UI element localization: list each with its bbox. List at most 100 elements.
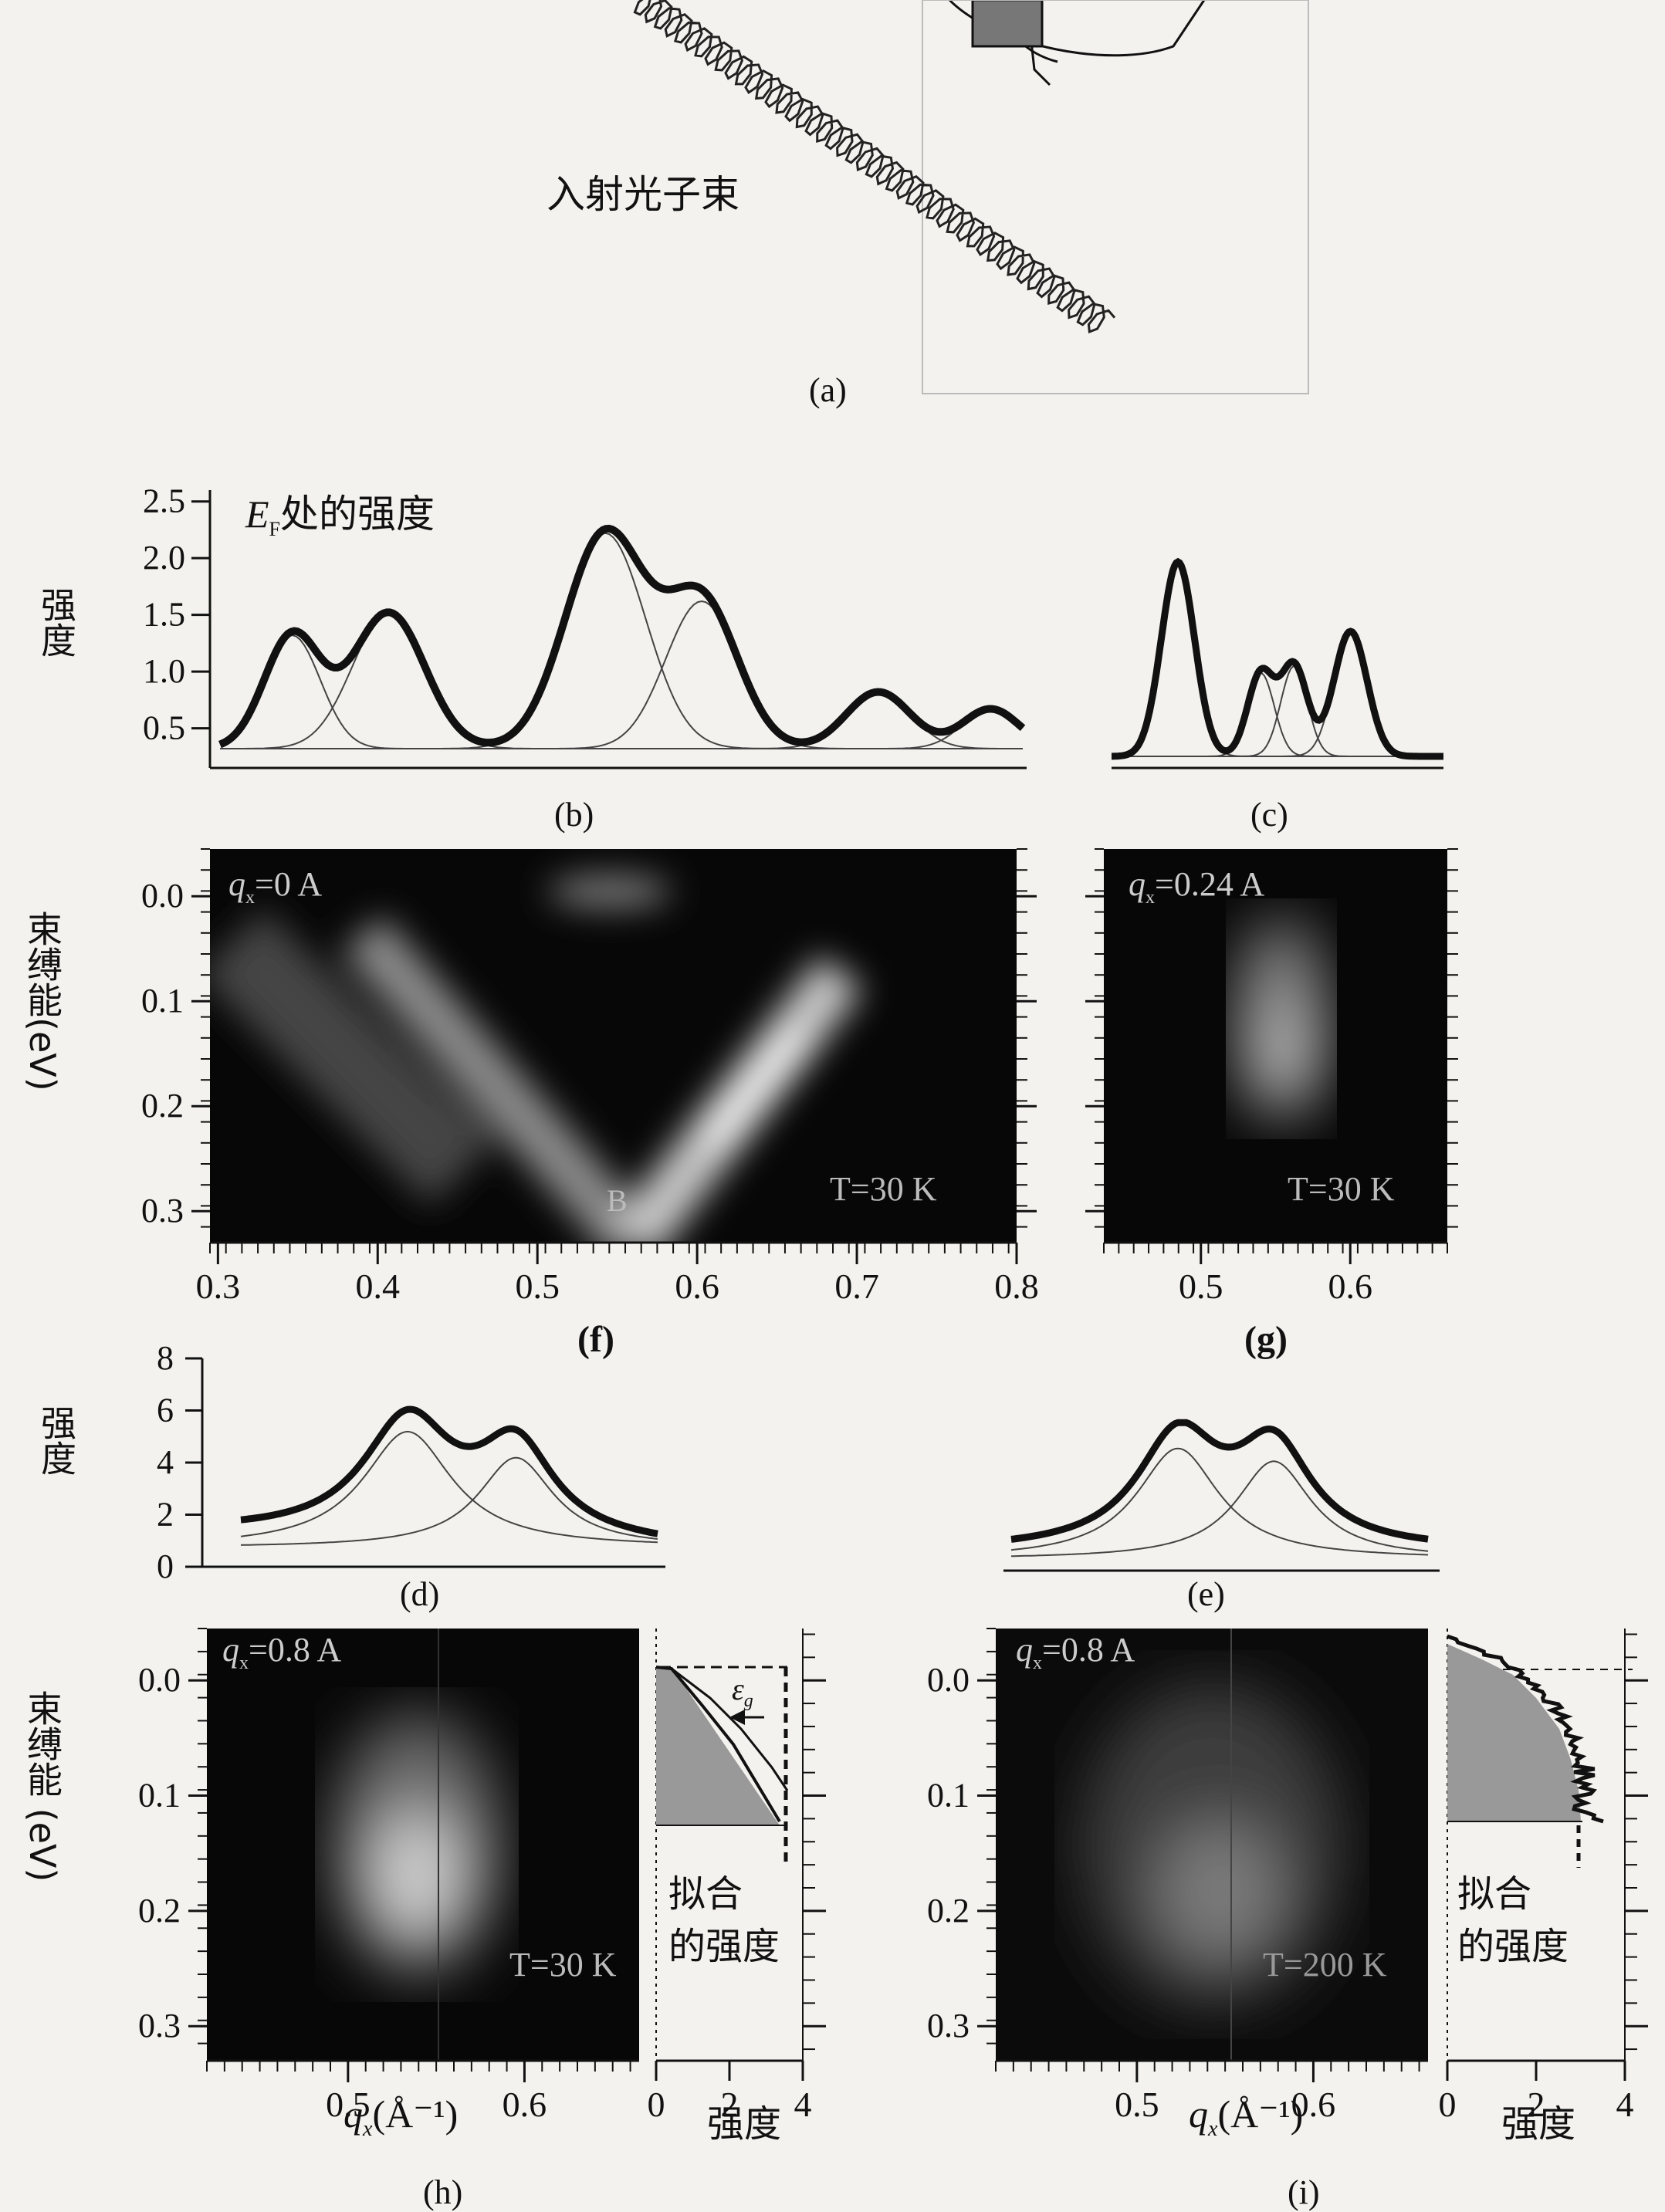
title-sub: F	[269, 518, 281, 540]
xlabel-sub: x	[363, 2117, 373, 2141]
panel-h-fit-label: 拟合 的强度	[668, 1868, 780, 1973]
caption-d: (d)	[400, 1575, 440, 1613]
fit-component	[1010, 1460, 1429, 1558]
ytick-label: 0	[157, 1547, 174, 1585]
panel-i-temperature: T=200 K	[1263, 1946, 1387, 1984]
panel-a-sketch	[633, 0, 1309, 394]
q-symbol: q	[1129, 865, 1146, 903]
xtick-label: 0.8	[994, 1267, 1039, 1306]
panel-d-ylabel: 强度	[36, 1405, 77, 1476]
ytick-label: 0.0	[138, 1661, 181, 1699]
fit-component	[240, 1430, 658, 1544]
photon-beam	[633, 0, 1116, 334]
ytick-label: 0.2	[138, 1892, 181, 1930]
panel-e-plot	[1003, 1419, 1440, 1572]
panel-h-plot: 0.0 0.1 0.2 0.3 0.5 0.6 0 2 4	[138, 1628, 826, 2124]
panel-i-q: qx=0.8 A	[1016, 1630, 1135, 1674]
fit-component	[1010, 1447, 1429, 1556]
panel-b-ylabel: 强度	[36, 587, 77, 658]
panel-f-marker: B	[607, 1183, 628, 1218]
caption-e: (e)	[1187, 1575, 1225, 1613]
intensity-data	[1112, 557, 1443, 760]
title-rest: 处的强度	[280, 492, 435, 536]
fit-component	[220, 708, 1024, 749]
panel-h-xlabel: qx(Å⁻¹)	[343, 2092, 458, 2142]
ytick-label: 0.0	[927, 1661, 970, 1699]
ytick-label: 2.5	[143, 482, 185, 520]
xtick-label: 0.7	[834, 1267, 879, 1306]
xtick-label: 0.6	[675, 1267, 719, 1306]
panel-f-q: qx=0 A	[228, 864, 322, 908]
ytick-label: 0.1	[927, 1777, 970, 1815]
caption-b: (b)	[554, 796, 594, 834]
ytick-label: 6	[157, 1392, 174, 1429]
q-sub: x	[245, 887, 255, 908]
xtick-label: 0.4	[356, 1267, 401, 1306]
caption-h: (h)	[423, 2173, 463, 2211]
q-value: =0.8 A	[1042, 1631, 1135, 1669]
inset-xtick-label: 4	[1616, 2085, 1634, 2124]
inset-xtick-label: 0	[1439, 2085, 1457, 2124]
panel-c-plot	[1112, 557, 1443, 769]
arpes-spot-g	[1235, 918, 1328, 1119]
panel-f-temperature: T=30 K	[830, 1170, 937, 1208]
arpes-spot-h	[332, 1713, 502, 1976]
ytick-label: 0.3	[138, 2007, 181, 2045]
panel-d-plot: 8 6 4 2 0	[157, 1343, 665, 1585]
xlabel-unit: (Å⁻¹)	[372, 2092, 459, 2136]
xtick-label: 0.5	[515, 1267, 560, 1306]
sketch-frame	[922, 0, 1309, 394]
panel-g-q: qx=0.24 A	[1129, 864, 1264, 908]
xtick-label: 0.5	[1179, 1267, 1223, 1306]
fit-component	[240, 1456, 658, 1546]
fitted-intensity-h	[655, 1629, 804, 2061]
ytick-label: 8	[157, 1343, 174, 1377]
ytick-label: 2	[157, 1496, 174, 1534]
xtick-label: 0.6	[1328, 1267, 1372, 1306]
xtick-label: 0.6	[1291, 2085, 1336, 2124]
inset-xtick-label: 2	[721, 2085, 739, 2124]
xlabel-q: q	[343, 2092, 363, 2136]
inset-xtick-label: 0	[648, 2085, 665, 2124]
inset-xtick-label: 4	[794, 2085, 812, 2124]
ytick-label: 0.5	[143, 709, 185, 747]
title-e: E	[245, 492, 269, 536]
panel-i-xlabel: qx(Å⁻¹)	[1189, 2092, 1303, 2142]
q-value: =0.24 A	[1155, 865, 1265, 903]
arpes-bands-f	[210, 874, 863, 1243]
panel-f-plot: 0.0 0.1 0.2 0.3 0.3 0.4 0.5 0.6 0.7 0.8	[141, 848, 1039, 1306]
panel-h-ylabel: 束缚能 (eV)	[22, 1690, 63, 1882]
panel-h-q: qx=0.8 A	[222, 1630, 341, 1674]
fit-component	[220, 532, 1023, 749]
fit-label-line2: 的强度	[1457, 1925, 1569, 1968]
panel-i-plot: 0.0 0.1 0.2 0.3 0.5 0.6 0 2 4	[927, 1628, 1648, 2124]
q-symbol: q	[1016, 1631, 1033, 1669]
fit-label-line1: 拟合	[1457, 1872, 1532, 1916]
analyzer-sketch	[948, 0, 1206, 86]
ytick-label: 0.1	[141, 982, 184, 1020]
arpes-spot-i	[1081, 1683, 1343, 2007]
caption-a: (a)	[809, 371, 847, 409]
q-sub: x	[1146, 887, 1155, 908]
intensity-data	[1010, 1419, 1429, 1543]
panel-i-fit-label: 拟合 的强度	[1457, 1868, 1569, 1973]
q-symbol: q	[228, 865, 245, 903]
xlabel-q: q	[1189, 2092, 1208, 2136]
ytick-label: 0.2	[927, 1892, 970, 1930]
panel-f-ylabel: 束缚能(eV)	[22, 911, 63, 1091]
panel-b-plot: 2.5 2.0 1.5 1.0 0.5	[143, 482, 1027, 769]
ytick-label: 0.0	[141, 877, 184, 915]
caption-c: (c)	[1250, 796, 1288, 834]
fit-component	[220, 611, 1023, 749]
fitted-intensity-i	[1446, 1629, 1633, 2061]
q-symbol: q	[222, 1631, 239, 1669]
q-sub: x	[239, 1652, 249, 1673]
ytick-label: 2.0	[143, 539, 185, 577]
xtick-label: 0.5	[326, 2085, 371, 2124]
intensity-data	[240, 1405, 658, 1537]
q-value: =0 A	[255, 865, 323, 903]
ytick-label: 0.2	[141, 1087, 184, 1125]
panel-g-plot: 0.5 0.6	[1085, 848, 1458, 1306]
xlabel-sub: x	[1208, 2117, 1218, 2141]
panel-i-intensity-label: 强度	[1501, 2102, 1576, 2146]
